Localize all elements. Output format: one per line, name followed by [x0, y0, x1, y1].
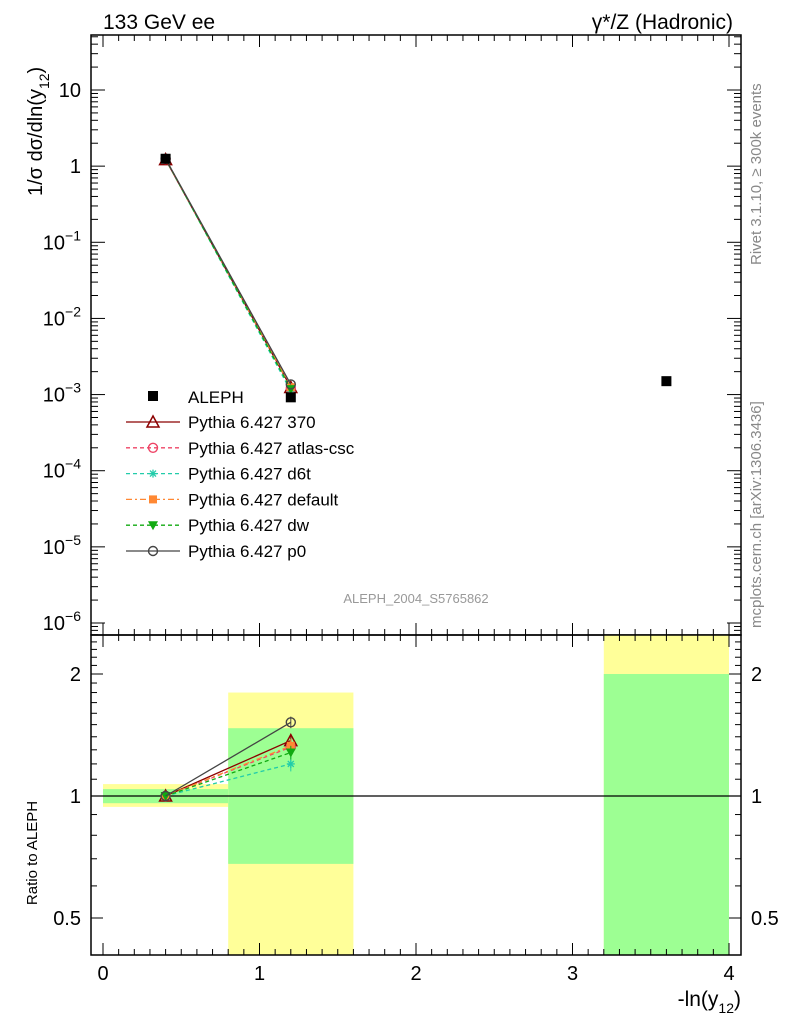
ratio-line-dw: [165, 751, 292, 797]
main-ytick-label: 10−2: [43, 303, 81, 330]
left-title: 133 GeV ee: [103, 11, 215, 34]
legend-label-p370: Pythia 6.427 370: [188, 413, 316, 432]
legend-marker-p370: [145, 414, 161, 428]
legend-label-p0: Pythia 6.427 p0: [188, 542, 306, 561]
legend: ALEPH Pythia 6.427 370 Pythia 6.427 atlas-…: [126, 388, 355, 561]
ratio-line-atlas: [165, 746, 292, 797]
marker-stroke: [149, 470, 157, 478]
ratio-xlabel: -ln(y12): [678, 988, 741, 1016]
main-ytick-label: 10−1: [43, 227, 81, 254]
legend-marker-data: [148, 391, 158, 401]
analysis-label: ALEPH_2004_S5765862: [343, 591, 488, 606]
data-point: [285, 392, 296, 403]
mc-point-p0: [285, 379, 296, 390]
rivet-label: Rivet 3.1.10, ≥ 300k events: [748, 83, 765, 265]
legend-marker-p0: [147, 545, 159, 557]
main-ytick-label: 1: [70, 156, 81, 178]
legend-label-default: Pythia 6.427 default: [188, 490, 339, 509]
marker-stroke: [287, 760, 295, 768]
main-ytick-label: 10−6: [43, 608, 81, 635]
legend-marker-default: [149, 495, 157, 504]
ratio-ytick-label-right: 0.5: [751, 908, 779, 930]
legend-label-atlas: Pythia 6.427 atlas-csc: [188, 439, 355, 458]
legend-marker-d6t: [149, 469, 157, 478]
main-ytick-label: 10−3: [43, 380, 81, 407]
ratio-xtick-label: 1: [254, 963, 265, 985]
legend-marker-dw: [148, 521, 158, 531]
main-ytick-label: 10: [59, 80, 81, 102]
main-ytick-label: 10−5: [43, 532, 81, 559]
ratio-ytick-label: 0.5: [53, 908, 81, 930]
ratio-band-inner: [603, 674, 729, 955]
legend-label-d6t: Pythia 6.427 d6t: [188, 465, 311, 484]
ratio-line-p370: [165, 739, 292, 797]
main-ylabel-text: 1/σ dσ/dln(y12): [25, 67, 52, 196]
mcplots-label: mcplots.cern.ch [arXiv:1306.3436]: [748, 401, 765, 628]
ratio-point-p0: [285, 717, 296, 728]
ratio-xtick-label: 0: [97, 963, 108, 985]
ratio-line-p0: [165, 721, 292, 797]
ratio-point-d6t: [286, 759, 295, 768]
ratio-ytick-label-right: 1: [751, 786, 762, 808]
ratio-xtick-label: 3: [567, 963, 578, 985]
ratio-ytick-label-right: 2: [751, 664, 762, 686]
main-ylabel: 1/σ dσ/dln(y12): [25, 67, 52, 196]
ratio-point-p0: [160, 790, 171, 802]
ratio-panel: 0 1 2 3 4 2 2 1 1 0.5 0.5: [53, 634, 779, 985]
ratio-point-dw: [285, 748, 296, 758]
ratio-ytick-label: 2: [70, 664, 81, 686]
ratio-xtick-label: 4: [723, 963, 734, 985]
ratio-ylabel: Ratio to ALEPH: [24, 801, 41, 905]
data-point: [160, 153, 171, 164]
right-title: γ*/Z (Hadronic): [592, 11, 733, 34]
data-point: [661, 376, 672, 387]
ratio-line-d6t: [165, 763, 291, 797]
main-panel: 10 1 10−1 10−2 10−3 10−4 10−5 10−6: [43, 34, 742, 636]
legend-marker-atlas: [147, 442, 159, 453]
legend-label-dw: Pythia 6.427 dw: [188, 516, 310, 535]
ratio-xtick-label: 2: [410, 963, 421, 985]
legend-label-data: ALEPH: [188, 388, 244, 407]
mc-line-p0: [165, 158, 292, 385]
main-ytick-label: 10−4: [43, 456, 81, 483]
ratio-line-default: [165, 745, 292, 797]
ratio-ytick-label: 1: [70, 786, 81, 808]
